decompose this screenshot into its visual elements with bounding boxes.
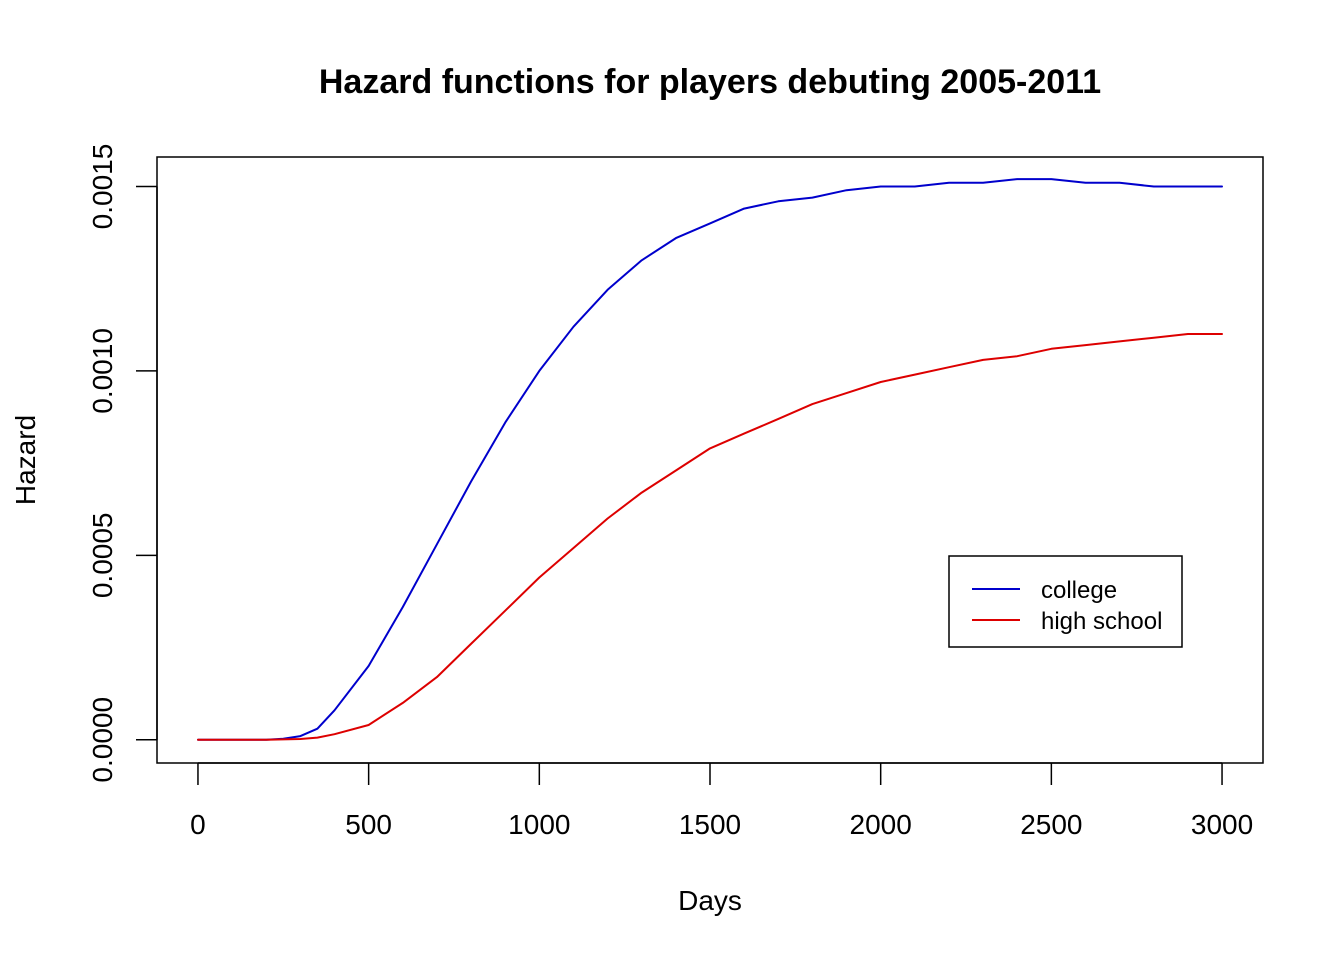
x-tick-label: 1000 [508, 809, 570, 840]
x-axis: 0 500 1000 1500 2000 2500 3000 [190, 762, 1253, 840]
legend-label-college: college [1041, 577, 1117, 604]
chart-title: Hazard functions for players debuting 20… [319, 63, 1101, 101]
y-axis: 0.0000 0.0005 0.0010 0.0015 [87, 144, 158, 783]
series-layer [197, 178, 1223, 741]
x-tick-label: 3000 [1191, 809, 1253, 840]
y-tick-label: 0.0005 [87, 513, 118, 599]
series-line-college [197, 178, 1223, 741]
legend: college high school [948, 555, 1183, 648]
x-tick-label: 0 [190, 809, 206, 840]
y-tick-label: 0.0015 [87, 144, 118, 230]
y-tick-label: 0.0010 [87, 328, 118, 414]
y-axis-label: Hazard [10, 415, 41, 505]
plot-area [156, 156, 1264, 764]
x-axis-label: Days [678, 885, 742, 916]
legend-label-high-school: high school [1041, 608, 1162, 635]
x-tick-label: 1500 [679, 809, 741, 840]
legend-box [948, 555, 1183, 648]
x-tick-label: 2500 [1020, 809, 1082, 840]
x-tick-label: 2000 [850, 809, 912, 840]
y-tick-label: 0.0000 [87, 697, 118, 783]
x-tick-label: 500 [345, 809, 392, 840]
series-line-high-school [197, 333, 1223, 741]
